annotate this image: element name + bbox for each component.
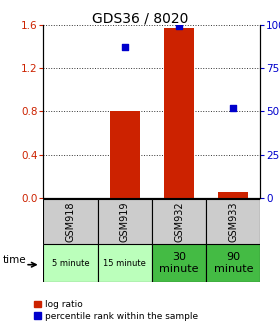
Text: 90
minute: 90 minute: [214, 252, 253, 274]
Bar: [206, 244, 260, 282]
Text: GSM933: GSM933: [228, 201, 238, 242]
Bar: [43, 199, 98, 244]
Bar: [98, 199, 152, 244]
Bar: [152, 199, 206, 244]
Text: 15 minute: 15 minute: [103, 259, 146, 267]
Point: [231, 105, 235, 110]
Text: 30
minute: 30 minute: [159, 252, 199, 274]
Text: GDS36 / 8020: GDS36 / 8020: [92, 11, 188, 26]
Text: time: time: [3, 255, 26, 265]
Bar: [164, 28, 194, 198]
Bar: [206, 199, 260, 244]
Text: 5 minute: 5 minute: [52, 259, 89, 267]
Text: GSM918: GSM918: [66, 201, 76, 242]
Point: [123, 44, 127, 50]
Point: [177, 24, 181, 29]
Legend: log ratio, percentile rank within the sample: log ratio, percentile rank within the sa…: [34, 300, 198, 321]
Bar: [43, 244, 98, 282]
Bar: [218, 192, 248, 198]
Text: GSM919: GSM919: [120, 201, 130, 242]
Text: GSM932: GSM932: [174, 201, 184, 242]
Bar: [152, 244, 206, 282]
Bar: [110, 111, 140, 198]
Bar: [98, 244, 152, 282]
